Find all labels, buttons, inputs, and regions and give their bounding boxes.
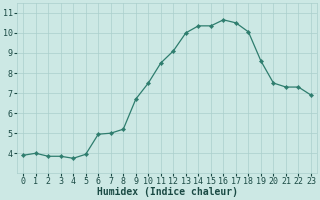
X-axis label: Humidex (Indice chaleur): Humidex (Indice chaleur) bbox=[97, 187, 237, 197]
